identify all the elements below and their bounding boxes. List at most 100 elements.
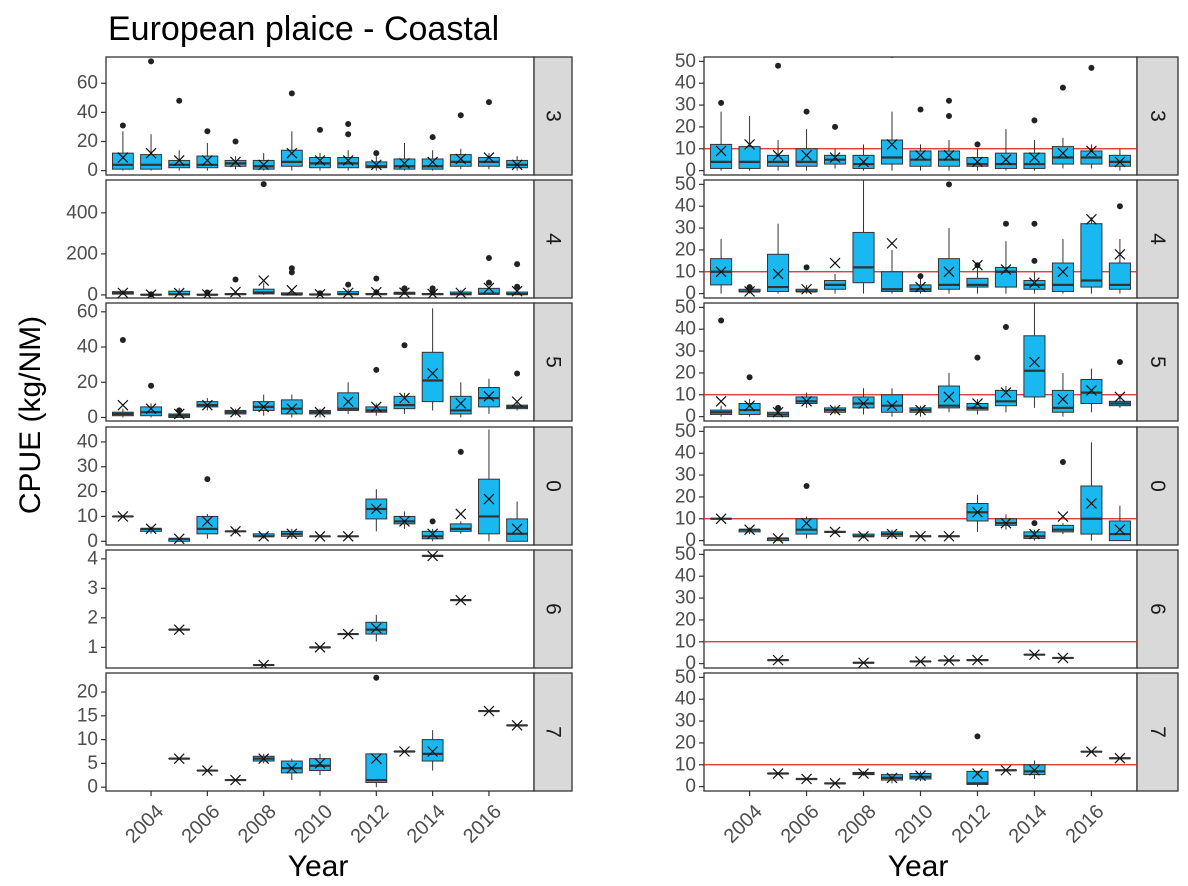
- outlier-point: [746, 284, 753, 291]
- mean-marker: [915, 656, 926, 667]
- box-2006: [795, 108, 818, 171]
- box-iqr: [196, 515, 219, 535]
- y-tick-label: 20: [77, 481, 98, 502]
- facet-strip-label: 6: [1146, 603, 1169, 615]
- mean-marker: [370, 622, 382, 634]
- box-2011: [337, 382, 360, 414]
- box-2003: [111, 287, 134, 298]
- y-tick-label: 30: [675, 218, 696, 239]
- mean-marker: [1114, 752, 1126, 764]
- y-tick-label: 50: [675, 421, 696, 442]
- outlier-point: [974, 733, 981, 740]
- outlier-point: [1116, 203, 1123, 210]
- box-2007: [823, 404, 847, 416]
- mean-marker: [286, 403, 298, 415]
- facet-strip-label: 3: [542, 110, 565, 122]
- mean-marker: [1114, 524, 1126, 536]
- box-2004: [140, 523, 162, 535]
- mean-marker: [715, 266, 727, 278]
- y-tick-label: 20: [77, 131, 98, 152]
- box-iqr: [421, 351, 444, 403]
- outlier-point: [974, 141, 981, 148]
- box-2007: [224, 406, 247, 418]
- panel-left-0: 0 0 10 20 30 40: [77, 426, 573, 552]
- y-tick-label: 20: [675, 362, 696, 383]
- box-2008: [252, 753, 275, 765]
- mean-marker: [801, 283, 812, 295]
- box-2017: [1108, 359, 1131, 408]
- box-2005: [767, 533, 790, 544]
- mean-marker: [342, 155, 354, 166]
- box-2011: [937, 181, 961, 294]
- mean-marker: [173, 753, 185, 765]
- outlier-point: [746, 374, 753, 381]
- outlier-point: [204, 289, 211, 296]
- mean-marker: [915, 530, 926, 542]
- box-2005: [168, 533, 191, 545]
- outlier-point: [514, 370, 521, 377]
- mean-marker: [915, 281, 926, 293]
- box-2009: [280, 394, 303, 418]
- box-2009: [280, 90, 303, 171]
- outlier-point: [373, 275, 380, 282]
- y-tick-label: 30: [675, 95, 696, 116]
- box-2008: [252, 153, 275, 171]
- mean-marker: [370, 503, 382, 515]
- box-2008: [252, 530, 275, 542]
- box-2012: [966, 141, 989, 171]
- box-2008: [252, 659, 275, 668]
- box-2013: [393, 511, 416, 529]
- facet-strip-label: 3: [1146, 110, 1169, 122]
- y-tick-label: 50: [675, 297, 696, 318]
- facet-strip-label: 6: [542, 603, 565, 615]
- box-iqr: [280, 760, 303, 774]
- box-2014: [1023, 303, 1046, 408]
- box-2005: [767, 223, 790, 294]
- mean-marker: [886, 138, 898, 150]
- outlier-point: [803, 264, 810, 271]
- facet-strip-label: 5: [542, 356, 565, 368]
- y-tick-label: 30: [77, 456, 98, 477]
- mean-marker: [427, 528, 439, 540]
- panel-left-5: 5 0 20 40 60: [77, 301, 573, 428]
- box-2009: [280, 758, 303, 781]
- box-layer: [111, 308, 529, 420]
- panel-left-4: 4 0 200 400: [66, 179, 573, 305]
- box-2015: [449, 287, 472, 298]
- box-iqr: [1080, 223, 1103, 288]
- y-tick-label: 50: [675, 51, 696, 72]
- box-2017: [1108, 148, 1131, 171]
- box-2009: [280, 528, 303, 540]
- y-tick-label: 10: [675, 508, 696, 529]
- box-2004: [140, 289, 162, 298]
- facet-strip: [533, 56, 573, 176]
- box-2016: [478, 378, 500, 414]
- box-2010: [309, 530, 331, 542]
- box-2011: [337, 628, 360, 640]
- outlier-point: [204, 476, 211, 483]
- y-tick-label: 20: [77, 372, 98, 393]
- box-iqr: [111, 152, 134, 170]
- y-tick-label: 40: [77, 102, 98, 123]
- outlier-point: [718, 317, 725, 324]
- outlier-point: [119, 122, 126, 129]
- box-iqr: [1051, 146, 1074, 165]
- y-tick-label: 40: [675, 319, 696, 340]
- outlier-point: [119, 336, 126, 343]
- outlier-point: [317, 290, 323, 297]
- mean-marker: [1085, 213, 1097, 225]
- mean-marker: [943, 530, 955, 542]
- mean-marker: [511, 159, 523, 171]
- mean-marker: [1057, 266, 1069, 278]
- mean-marker: [173, 533, 185, 545]
- facet-strip: [1136, 549, 1179, 669]
- box-iqr: [140, 154, 162, 170]
- box-2012: [365, 489, 388, 532]
- mean-marker: [201, 515, 213, 527]
- mean-marker: [258, 659, 270, 668]
- box-2011: [337, 281, 360, 298]
- box-2016: [478, 254, 500, 295]
